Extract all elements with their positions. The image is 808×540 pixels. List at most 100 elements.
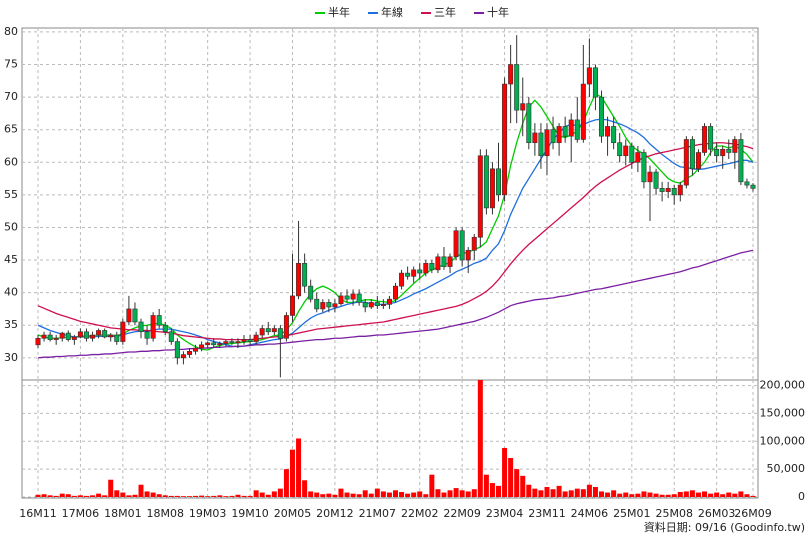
volume-bar	[114, 490, 120, 497]
volume-bar	[338, 488, 344, 497]
candle-body	[599, 96, 605, 137]
x-tick-label: 18M08	[146, 507, 184, 520]
volume-bar	[277, 488, 283, 497]
candle-body	[720, 148, 726, 157]
candle-body	[35, 337, 41, 346]
volume-bar	[544, 486, 550, 497]
volume-bar	[138, 484, 144, 497]
candle-body	[253, 334, 259, 342]
x-tick-label: 25M08	[655, 507, 693, 520]
y-tick-label: 40	[4, 286, 18, 299]
volume-bar	[726, 492, 732, 497]
candle-body	[344, 295, 350, 300]
volume-bar	[362, 490, 368, 497]
volume-bar	[502, 447, 508, 497]
x-tick-label: 20M05	[274, 507, 312, 520]
volume-bar	[411, 492, 417, 497]
volume-bar	[508, 458, 514, 497]
candle-body	[441, 256, 447, 267]
candle-body	[435, 256, 441, 271]
volume-bar	[186, 496, 192, 497]
volume-bar	[229, 495, 235, 497]
volume-bar	[562, 491, 568, 497]
volume-bar	[59, 493, 65, 497]
x-tick-label: 22M09	[443, 507, 481, 520]
y-tick-label: 60	[4, 155, 18, 168]
candle-body	[556, 126, 562, 144]
volume-bar	[126, 495, 132, 497]
candle-body	[168, 331, 174, 342]
volume-bar	[611, 490, 617, 497]
candle-body	[302, 263, 308, 287]
candle-body	[193, 347, 199, 352]
volume-bar	[738, 491, 744, 497]
candle-body	[732, 139, 738, 153]
candle-body	[665, 188, 671, 192]
candle-body	[695, 152, 701, 170]
volume-bar	[477, 380, 483, 497]
candle-body	[659, 188, 665, 192]
candle-body	[217, 343, 223, 346]
candle-body	[508, 64, 514, 85]
volume-bar	[429, 474, 435, 497]
y-tick-label: 80	[4, 25, 18, 38]
volume-bar	[453, 488, 459, 497]
candle-body	[247, 339, 253, 342]
candle-body	[744, 181, 750, 186]
volume-bar	[259, 492, 265, 497]
candle-body	[538, 132, 544, 157]
volume-bar	[441, 492, 447, 497]
volume-bar	[405, 493, 411, 497]
y-tick-label: 35	[4, 318, 18, 331]
volume-bar	[47, 495, 53, 497]
candle-body	[138, 321, 144, 333]
candle-body	[750, 184, 756, 189]
legend-label: 年線	[381, 5, 403, 19]
volume-bar	[41, 494, 47, 497]
candle-body	[41, 334, 47, 339]
volume-bar	[677, 491, 683, 497]
y2-tick-label: 150,000	[760, 406, 806, 419]
candle-body	[714, 148, 720, 157]
y2-tick-label: 50,000	[767, 462, 806, 475]
candle-body	[271, 328, 277, 333]
volume-bar	[180, 496, 186, 497]
volume-bar	[350, 493, 356, 497]
candle-body	[223, 341, 229, 344]
volume-bar	[53, 495, 59, 497]
candle-body	[496, 168, 502, 196]
volume-bar	[695, 492, 701, 497]
candle-body	[568, 119, 574, 137]
candle-body	[126, 308, 132, 323]
candle-body	[308, 285, 314, 300]
candle-body	[186, 351, 192, 355]
volume-bar	[702, 491, 708, 497]
legend-label: 半年	[328, 5, 350, 19]
volume-bar	[368, 493, 374, 497]
candle-body	[211, 342, 217, 346]
y-tick-label: 70	[4, 90, 18, 103]
x-tick-label: 19M03	[189, 507, 227, 520]
x-tick-label: 26M03	[698, 507, 736, 520]
candle-body	[726, 148, 732, 153]
volume-bar	[162, 495, 168, 497]
volume-bar	[586, 484, 592, 497]
candle-body	[77, 331, 83, 338]
candle-body	[289, 295, 295, 316]
candle-body	[580, 83, 586, 140]
candle-body	[156, 315, 162, 326]
volume-bar	[580, 489, 586, 497]
x-tick-label: 25M01	[613, 507, 651, 520]
candle-body	[611, 126, 617, 144]
volume-bar	[605, 492, 611, 497]
candle-body	[399, 272, 405, 287]
volume-bar	[174, 495, 180, 497]
candle-body	[689, 139, 695, 170]
volume-bar	[683, 491, 689, 497]
volume-bar	[489, 483, 495, 497]
candle-body	[47, 334, 53, 340]
candle-body	[520, 103, 526, 111]
volume-bar	[374, 488, 380, 497]
